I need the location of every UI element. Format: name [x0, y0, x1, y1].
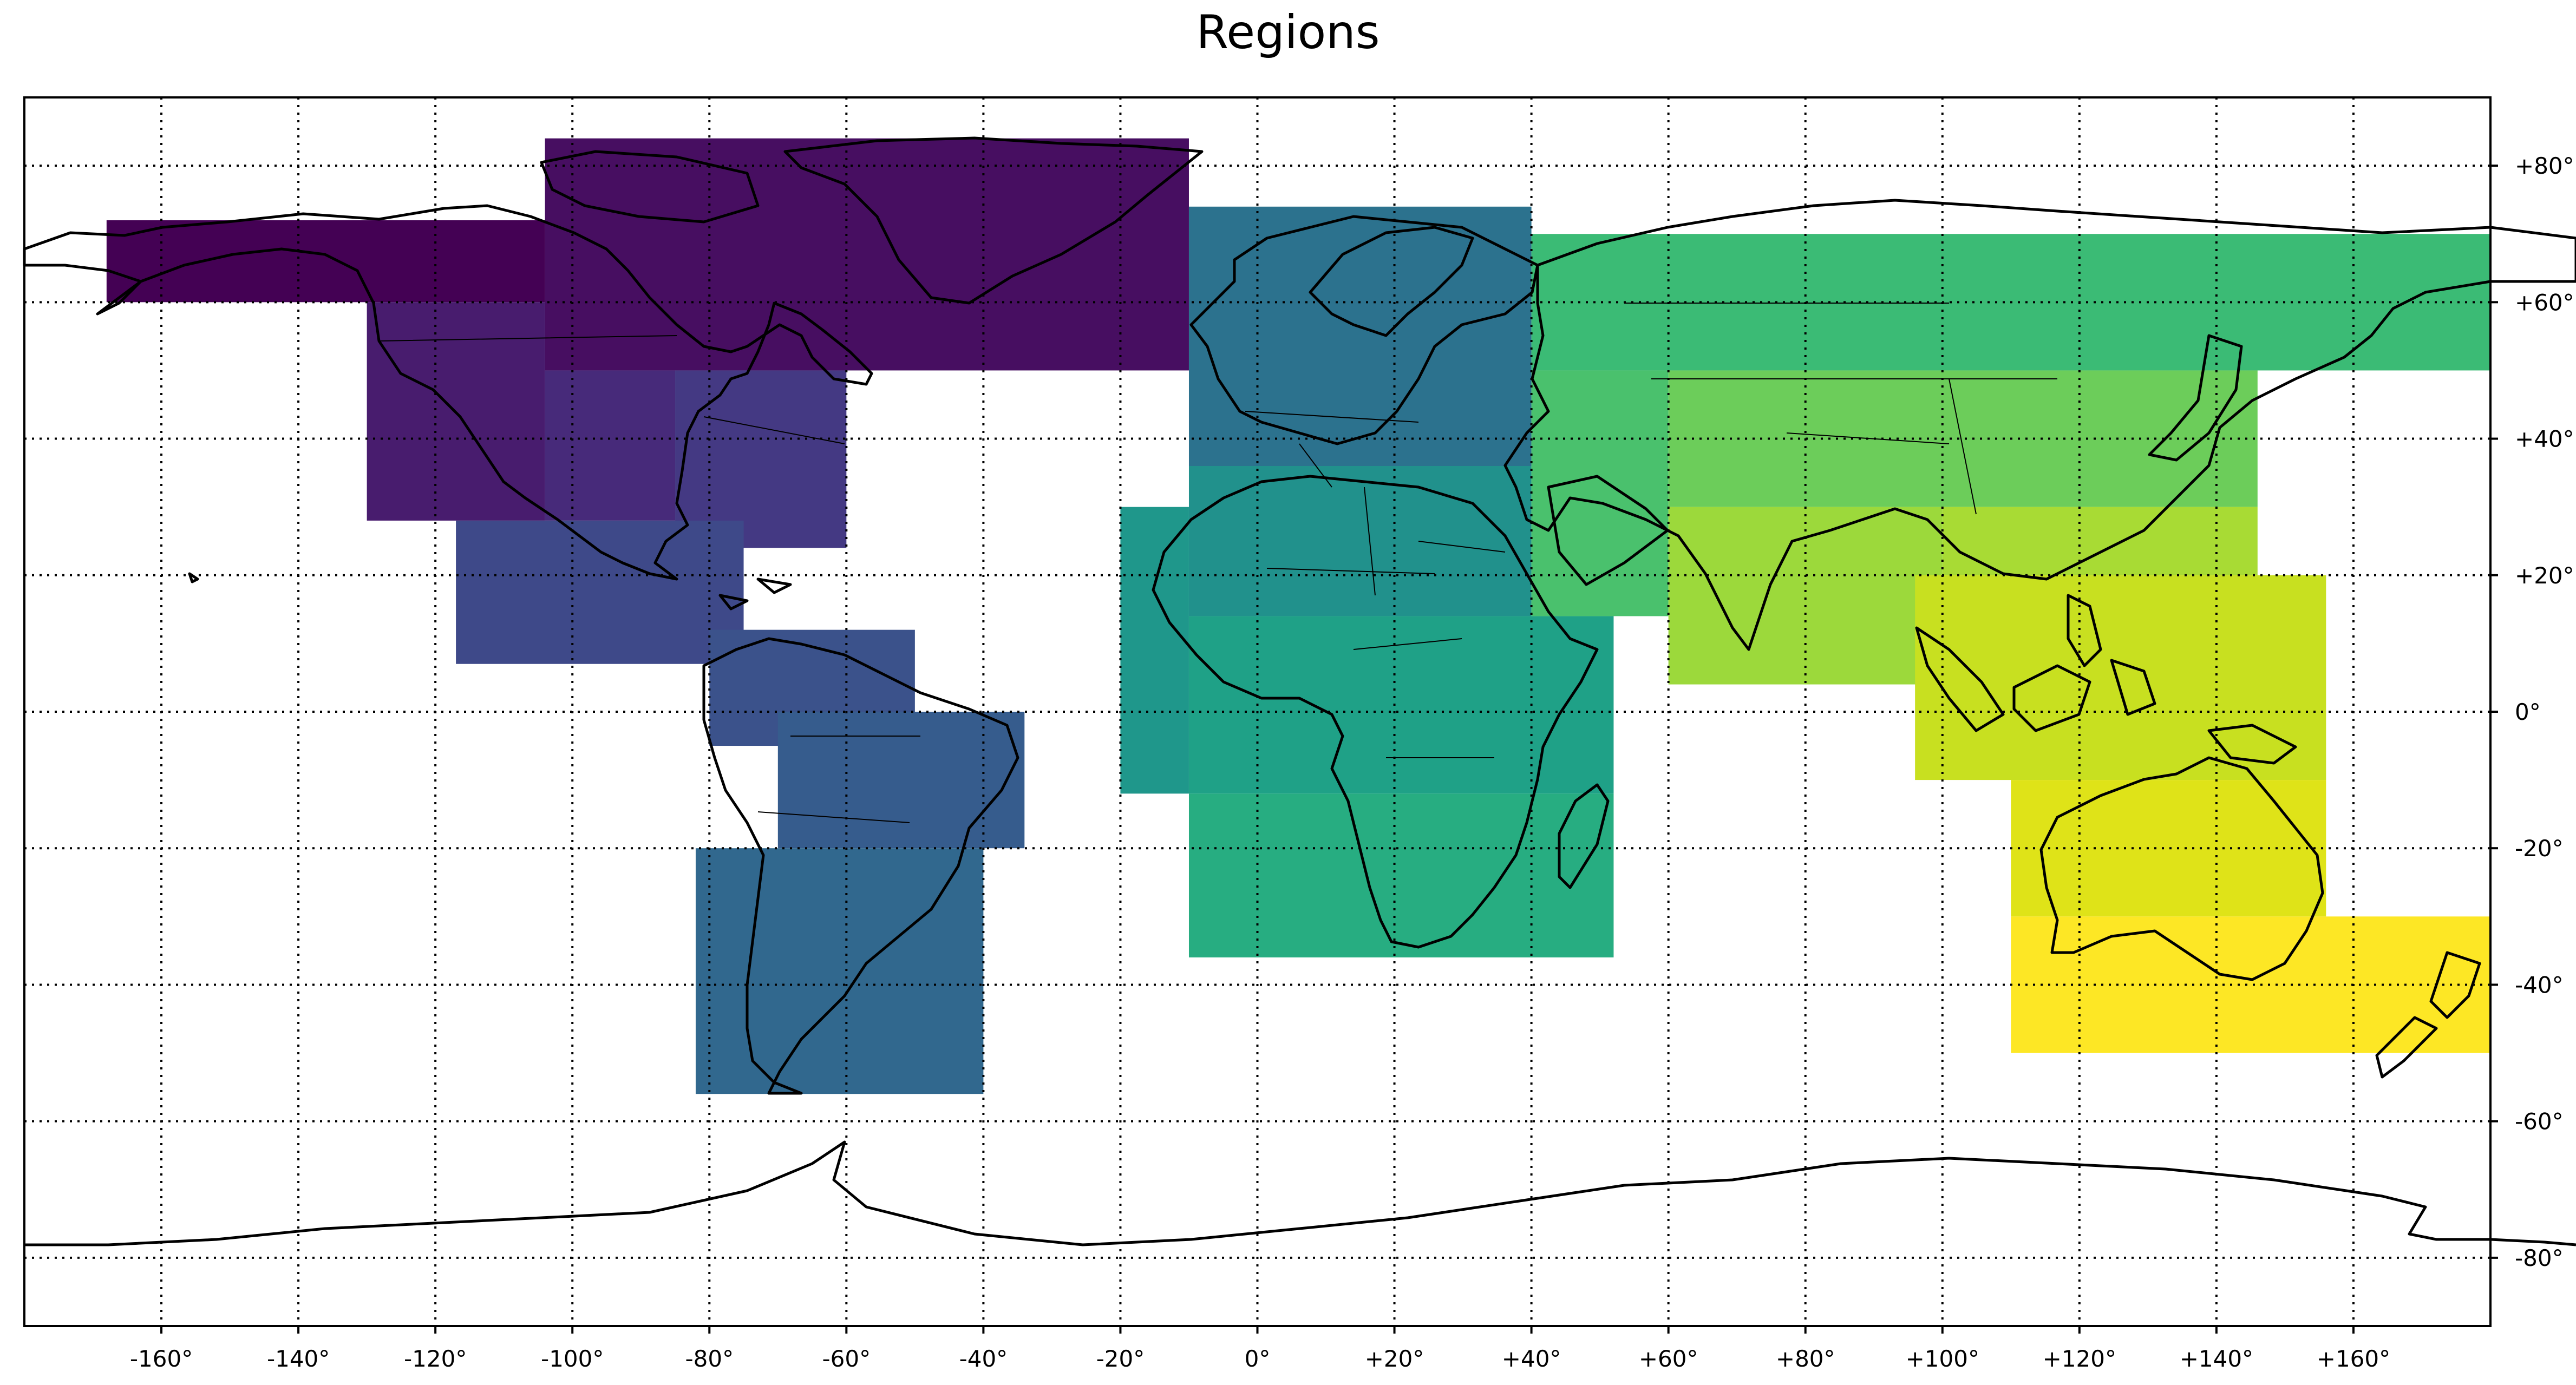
coastlines [23, 136, 2576, 1246]
coastline-scandinavia [1309, 226, 1474, 337]
region-box-19 [1942, 507, 2258, 575]
lat-tick-label: +60° [2515, 289, 2574, 316]
region-box-10 [1188, 206, 1532, 466]
lon-tick-label: -160° [130, 1345, 193, 1372]
region-box-22 [2011, 916, 2490, 1053]
coastline-asia [1503, 199, 2576, 651]
lat-tick-label: +40° [2515, 426, 2574, 452]
coastline-arabia [1547, 475, 1669, 586]
lon-tick-label: +100° [1906, 1345, 1979, 1372]
lon-tick-label: +80° [1776, 1345, 1835, 1372]
region-box-2 [545, 138, 1189, 371]
region-box-11 [1188, 466, 1532, 616]
longitude-labels: -160° -140° -120° -100° -80° -60° -40° -20° 0° +2… [130, 1345, 2390, 1372]
map-title: Regions [1196, 5, 1380, 60]
coastline-north-america [23, 204, 873, 581]
region-box-9 [695, 848, 984, 1094]
lat-tick-label: -80° [2515, 1245, 2564, 1271]
lon-tick-label: -60° [822, 1345, 871, 1372]
region-box-4 [545, 370, 676, 521]
coastline-south-america [702, 637, 1019, 1095]
coastline-antarctica [24, 1140, 2576, 1246]
lon-tick-label: +120° [2043, 1345, 2116, 1372]
lat-tick-label: 0° [2515, 699, 2541, 725]
region-box-5 [675, 370, 847, 548]
lat-tick-label: +80° [2515, 153, 2574, 179]
lon-tick-label: +40° [1502, 1345, 1561, 1372]
lon-tick-label: -100° [541, 1345, 604, 1372]
coastline-greenland [783, 136, 1204, 305]
lat-tick-label: -60° [2515, 1108, 2564, 1135]
region-box-13 [1188, 616, 1614, 794]
region-box-6 [456, 520, 744, 664]
coastline-madagascar [1558, 783, 1610, 889]
country-borders [378, 303, 2057, 823]
lon-tick-label: +60° [1639, 1345, 1698, 1372]
lon-tick-label: -120° [404, 1345, 467, 1372]
latitude-labels: +80° +60° +40° +20° 0° -20° -40° -60° -80° [2515, 153, 2574, 1271]
tick-marks [160, 165, 2498, 1334]
lon-tick-label: +140° [2180, 1345, 2253, 1372]
lon-tick-label: +20° [1365, 1345, 1424, 1372]
lon-tick-label: -40° [959, 1345, 1008, 1372]
region-box-17 [1668, 370, 2258, 507]
lon-tick-label: -20° [1096, 1345, 1145, 1372]
lon-tick-label: +160° [2317, 1345, 2390, 1372]
region-box-21 [2011, 780, 2326, 917]
coastline-arctic-islands [540, 150, 760, 224]
region-box-16 [1531, 370, 1669, 616]
coastline-japan [2148, 334, 2243, 462]
lat-tick-label: -20° [2515, 835, 2564, 862]
coastline-indonesia [1915, 626, 2297, 765]
region-box-20 [1915, 575, 2326, 780]
lon-tick-label: -140° [267, 1345, 330, 1372]
region-box-8 [777, 712, 1025, 849]
coastline-australia [2039, 756, 2324, 981]
coastline-africa [1152, 475, 1599, 949]
coastline-new-zealand [2375, 951, 2481, 1079]
coastline-caribbean [188, 572, 792, 611]
coastline-europe [1189, 215, 1539, 445]
lat-tick-label: -40° [2515, 972, 2564, 998]
lon-tick-label: 0° [1245, 1345, 1271, 1372]
region-box-1 [106, 220, 545, 303]
lon-tick-label: -80° [685, 1345, 734, 1372]
region-box-12 [1120, 507, 1189, 794]
regions-layer [106, 138, 2490, 1094]
lat-tick-label: +20° [2515, 562, 2574, 589]
region-box-18 [1668, 507, 1943, 685]
region-box-14 [1188, 793, 1614, 957]
coastline-philippines [2067, 594, 2102, 667]
